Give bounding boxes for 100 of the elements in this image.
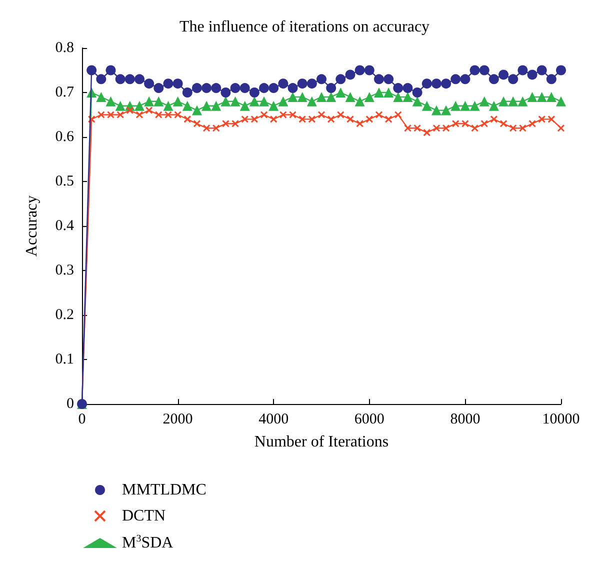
point [202,124,210,132]
point [316,92,326,102]
x-tick-label: 10000 [542,412,580,428]
y-tick-label: 0.7 [55,84,74,100]
point [336,111,344,118]
point [490,115,498,123]
point [288,92,298,102]
point [115,100,126,111]
point [154,83,164,94]
point [240,100,250,111]
point [556,96,566,106]
point [124,74,135,84]
point [384,115,392,123]
point [240,83,250,94]
point [106,111,114,118]
point [412,88,422,98]
point [172,96,183,106]
point [86,65,97,76]
point [557,124,565,132]
point [144,78,154,89]
point [470,65,480,76]
point [384,88,394,98]
y-tick-label: 0.4 [55,218,74,234]
point [500,120,508,128]
point [326,83,336,94]
point [259,96,270,106]
point [306,96,317,106]
point [288,83,298,94]
point [182,100,192,111]
y-tick-label: 0.8 [55,40,74,56]
point [536,92,547,102]
point [184,115,192,123]
point [518,96,528,106]
point [414,124,422,132]
point [326,92,336,102]
point [259,83,270,94]
y-tick-label: 0 [66,396,74,412]
point [488,74,499,84]
point [375,111,383,118]
point [498,96,509,106]
point [316,74,326,84]
point [249,96,260,106]
point [498,70,509,80]
point [480,120,488,128]
point [432,124,440,132]
point [182,88,192,98]
point [268,83,279,94]
point [404,124,412,132]
point [488,100,499,111]
point [536,65,547,76]
x-tick-label: 4000 [258,412,289,428]
point [354,96,365,106]
point [527,70,538,80]
point [172,78,183,89]
point [450,100,461,111]
point [88,115,96,123]
point [422,100,432,111]
point [546,74,556,84]
point [393,92,404,102]
point [193,120,201,128]
point [364,65,374,76]
point [222,120,230,128]
point [346,115,354,123]
point [297,92,308,102]
point [106,96,116,106]
point [336,74,346,84]
y-tick-label: 0.6 [55,129,74,145]
x-tick-label: 2000 [162,412,193,428]
point [442,124,450,132]
y-tick-label: 0.3 [55,262,74,278]
point [366,115,374,123]
point [154,111,162,118]
point [232,120,240,128]
point [106,65,116,76]
point [220,96,231,106]
point [393,83,404,94]
point [538,115,546,123]
point [241,115,249,123]
point [230,96,240,106]
point [450,74,461,84]
point [174,111,182,118]
point [336,88,346,98]
point [289,111,297,118]
point [452,120,460,128]
x-tick-label: 8000 [450,412,480,428]
point [115,74,126,84]
point [134,100,144,111]
point [249,88,260,98]
point [461,120,469,128]
point [134,74,144,84]
point [546,92,556,102]
point [192,83,202,94]
point [250,115,258,123]
point [116,111,124,118]
point [306,78,317,89]
point [508,96,518,106]
point [297,78,308,89]
point [509,124,517,132]
point [154,96,164,106]
point [412,96,422,106]
